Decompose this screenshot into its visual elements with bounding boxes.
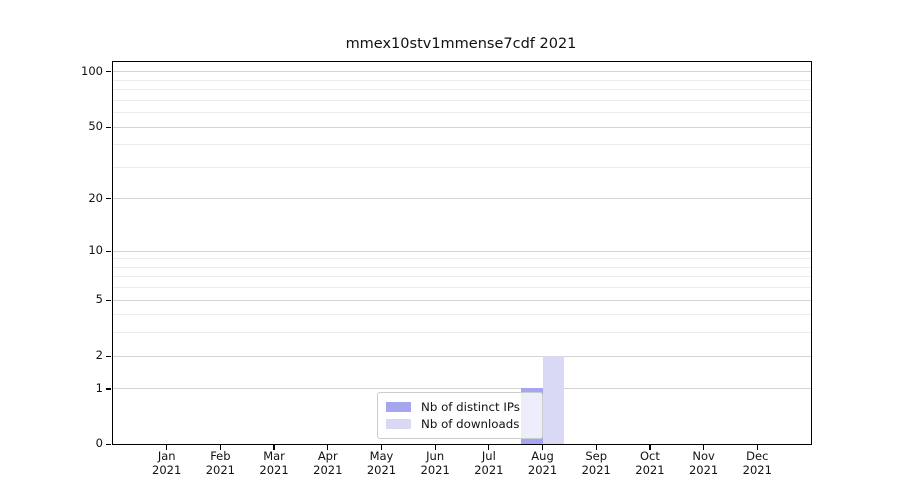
x-tick-mark-jan [166,445,168,450]
x-tick-month: May [369,449,394,463]
legend-item-1: Nb of downloads [386,416,534,432]
x-tick-year: 2021 [688,462,719,477]
x-tick-mark-dec [756,445,758,450]
gridline-major-20 [113,198,811,200]
y-tick-label-2: 2 [95,348,103,363]
gridline-major-50 [113,126,811,128]
y-tick-label-50: 50 [88,119,103,134]
x-tick-month: Nov [692,449,715,463]
x-tick-month: Aug [531,449,554,463]
x-tick-mark-mar [273,445,275,450]
x-tick-mark-jul [488,445,490,450]
gridline-minor-80 [113,89,811,91]
gridline-minor-60 [113,112,811,114]
gridline-minor-30 [113,166,811,168]
x-tick-label-sep: Sep 2021 [564,449,628,477]
x-tick-mark-feb [219,445,221,450]
x-tick-month: Jul [481,449,496,463]
gridline-major-10 [113,250,811,252]
x-tick-year: 2021 [313,462,343,477]
gridline-minor-40 [113,144,811,146]
gridline-minor-4 [113,314,811,316]
x-tick-month: Jan [157,449,176,463]
y-tick-mark-100 [106,71,111,73]
x-tick-year: 2021 [366,462,397,477]
x-tick-year: 2021 [581,462,611,477]
x-tick-year: 2021 [474,462,504,477]
y-tick-label-10: 10 [88,243,103,258]
gridline-minor-70 [113,99,811,101]
x-tick-label-aug: Aug 2021 [511,449,575,477]
y-tick-mark-5 [106,299,111,301]
y-tick-label-1: 1 [95,380,103,395]
x-tick-label-dec: Dec 2021 [725,449,789,477]
y-tick-label-100: 100 [81,63,103,78]
legend: Nb of distinct IPs Nb of downloads [377,392,543,439]
x-tick-label-may: May 2021 [349,449,413,477]
x-tick-label-jan: Jan 2021 [135,449,199,477]
x-tick-year: 2021 [259,462,289,477]
x-tick-month: Mar [263,449,285,463]
y-tick-mark-1 [106,388,111,390]
gridline-major-5 [113,299,811,301]
gridline-major-1 [113,388,811,390]
gridline-minor-8 [113,266,811,268]
x-tick-mark-sep [595,445,597,450]
y-tick-mark-0 [106,443,111,445]
y-tick-label-5: 5 [95,292,103,307]
x-tick-year: 2021 [742,462,772,477]
x-tick-label-oct: Oct 2021 [618,449,682,477]
x-tick-month: Sep [585,449,608,463]
x-tick-year: 2021 [152,462,182,477]
x-tick-year: 2021 [635,462,665,477]
x-tick-label-mar: Mar 2021 [242,449,306,477]
plot-area: 0 1 2 5 10 20 50 100 Jan 2021 Feb 2021 Mar 2021 Apr 202… [81,61,812,476]
legend-label-1: Nb of downloads [421,417,520,431]
x-tick-year: 2021 [205,462,236,477]
x-tick-month: Dec [746,449,769,463]
legend-swatch-0 [386,402,411,412]
x-tick-mark-apr [327,445,329,450]
y-tick-label-20: 20 [88,190,103,205]
x-tick-year: 2021 [527,462,558,477]
legend-label-0: Nb of distinct IPs [421,400,520,414]
chart-title: mmex10stv1mmense7cdf 2021 [345,36,577,52]
x-tick-mark-nov [703,445,705,450]
x-tick-month: Jun [426,449,445,463]
gridline-minor-9 [113,258,811,260]
x-tick-label-jul: Jul 2021 [457,449,521,477]
bar-nb-of-downloads-aug [542,355,564,444]
gridline-major-100 [113,71,811,73]
legend-swatch-1 [386,419,411,429]
y-tick-mark-2 [106,355,111,357]
gridline-minor-90 [113,79,811,81]
legend-item-0: Nb of distinct IPs [386,399,534,415]
x-tick-month: Apr [317,449,338,463]
x-tick-label-nov: Nov 2021 [672,449,736,477]
x-tick-mark-may [380,445,383,450]
gridline-major-2 [113,355,811,357]
gridline-minor-3 [113,332,811,334]
y-tick-mark-20 [106,198,111,200]
gridline-minor-7 [113,276,811,278]
y-tick-mark-10 [106,250,111,252]
x-tick-mark-jun [434,445,436,450]
x-tick-month: Feb [210,449,231,463]
x-tick-month: Oct [639,449,660,463]
y-tick-label-0: 0 [95,436,103,450]
x-tick-mark-aug [541,445,544,450]
x-tick-year: 2021 [420,462,450,477]
x-tick-label-feb: Feb 2021 [188,449,252,477]
x-tick-mark-oct [649,445,651,450]
x-tick-label-apr: Apr 2021 [296,449,360,477]
y-tick-mark-50 [106,126,111,128]
gridline-minor-6 [113,287,811,289]
x-tick-label-jun: Jun 2021 [403,449,467,477]
